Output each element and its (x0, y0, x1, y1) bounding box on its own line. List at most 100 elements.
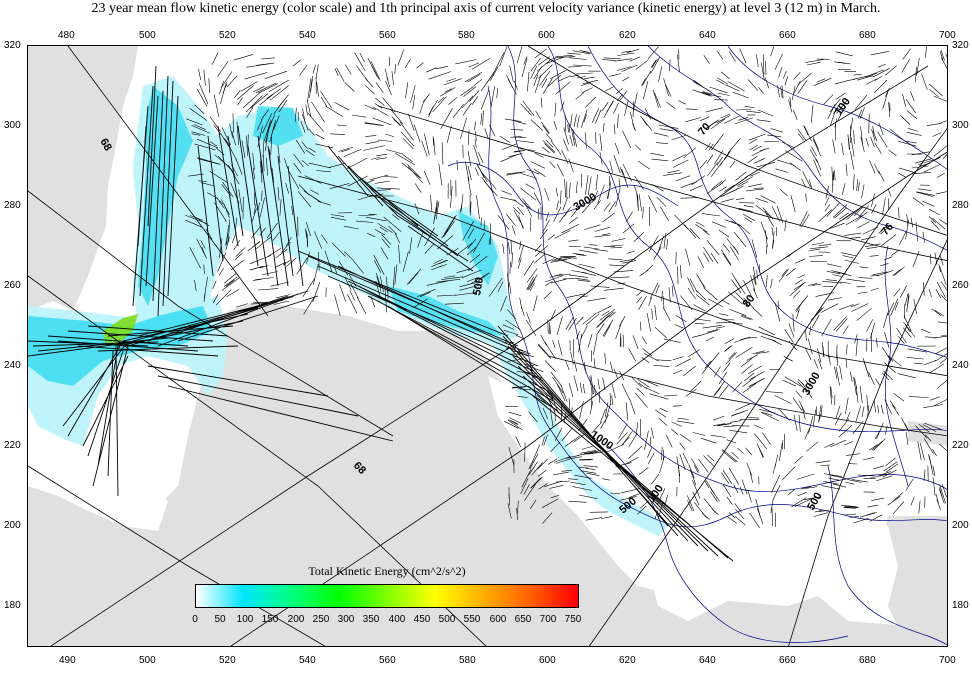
variance-segment (873, 79, 888, 94)
bathymetry-contour (447, 162, 679, 216)
variance-segment (637, 379, 650, 388)
bathymetry-contour (487, 85, 947, 528)
variance-segment (661, 447, 663, 461)
variance-segment (267, 248, 282, 257)
variance-segment (911, 151, 930, 156)
variance-segment (579, 295, 589, 298)
variance-segment (533, 74, 539, 87)
colorbar-tick: 150 (261, 614, 279, 625)
variance-segment (609, 392, 612, 405)
variance-segment (758, 326, 775, 336)
variance-segment (270, 281, 290, 287)
variance-segment (394, 264, 398, 285)
variance-segment (261, 190, 263, 201)
variance-segment (560, 384, 568, 403)
variance-segment (658, 417, 668, 426)
variance-segment (620, 496, 637, 501)
variance-segment (881, 372, 890, 381)
graticule-line (547, 355, 947, 437)
variance-segment (245, 95, 263, 113)
variance-segment (913, 299, 917, 314)
variance-segment (833, 104, 840, 114)
variance-segment (318, 252, 320, 271)
variance-segment (873, 131, 877, 142)
variance-segment (792, 313, 795, 332)
variance-segment (694, 318, 712, 322)
variance-segment (251, 208, 257, 222)
variance-segment (760, 336, 777, 342)
variance-segment (511, 225, 516, 235)
variance-segment (531, 462, 543, 476)
variance-segment (196, 88, 208, 107)
variance-segment (933, 95, 947, 102)
variance-segment (776, 205, 784, 223)
variance-segment (538, 70, 551, 87)
variance-segment (365, 135, 377, 137)
variance-segment (563, 257, 577, 259)
variance-segment (853, 377, 857, 396)
variance-segment (600, 414, 609, 429)
variance-segment (841, 183, 846, 196)
variance-segment (455, 59, 477, 65)
variance-segment (915, 425, 928, 439)
variance-segment (578, 494, 598, 499)
variance-segment (641, 378, 659, 387)
colorbar-tick: 50 (214, 614, 226, 625)
map-frame[interactable]: 68 68 70 76 3000 100 80 3000 1000 500 10… (27, 45, 948, 647)
variance-segment (446, 248, 459, 256)
variance-segment (260, 161, 263, 183)
variance-segment (553, 120, 558, 130)
bottom-tick: 540 (299, 655, 316, 666)
variance-segment (890, 250, 899, 256)
variance-segment (671, 421, 682, 427)
variance-segment (644, 387, 660, 395)
variance-segment (589, 400, 594, 415)
variance-segment (847, 134, 850, 150)
variance-segment (444, 302, 464, 305)
variance-segment (705, 480, 715, 495)
variance-segment (880, 263, 889, 267)
variance-segment (476, 164, 488, 183)
variance-segment (886, 463, 899, 473)
variance-segment (591, 421, 602, 434)
variance-segment (196, 238, 207, 259)
variance-segment (461, 269, 482, 279)
variance-segment (665, 434, 673, 448)
variance-segment (842, 255, 854, 259)
variance-segment (587, 451, 604, 455)
variance-segment (809, 326, 811, 335)
variance-segment (834, 412, 842, 426)
variance-segment (592, 190, 599, 203)
variance-segment (857, 221, 870, 229)
variance-segment (376, 157, 388, 160)
variance-segment (857, 109, 862, 119)
variance-segment (461, 95, 474, 109)
variance-segment (444, 88, 452, 93)
variance-segment (713, 366, 721, 377)
variance-segment (706, 240, 720, 256)
variance-segment (796, 300, 804, 313)
variance-segment (508, 419, 518, 424)
variance-segment (734, 117, 753, 125)
variance-segment (757, 109, 774, 117)
variance-segment (533, 168, 546, 178)
variance-segment (501, 190, 512, 195)
variance-segment (568, 239, 579, 242)
variance-segment (526, 365, 544, 372)
variance-segment (621, 50, 632, 53)
variance-segment (662, 307, 671, 322)
variance-segment (579, 382, 583, 393)
variance-segment (806, 61, 821, 66)
variance-segment (568, 158, 574, 172)
variance-segment (812, 137, 819, 150)
variance-segment (545, 139, 554, 148)
variance-segment (303, 190, 321, 203)
variance-segment (733, 92, 750, 99)
variance-segment (936, 172, 945, 178)
variance-segment (549, 325, 551, 335)
variance-segment (743, 279, 752, 296)
variance-segment (806, 441, 819, 452)
variance-segment (929, 363, 944, 374)
variance-segment (885, 457, 896, 467)
variance-segment (856, 385, 859, 403)
